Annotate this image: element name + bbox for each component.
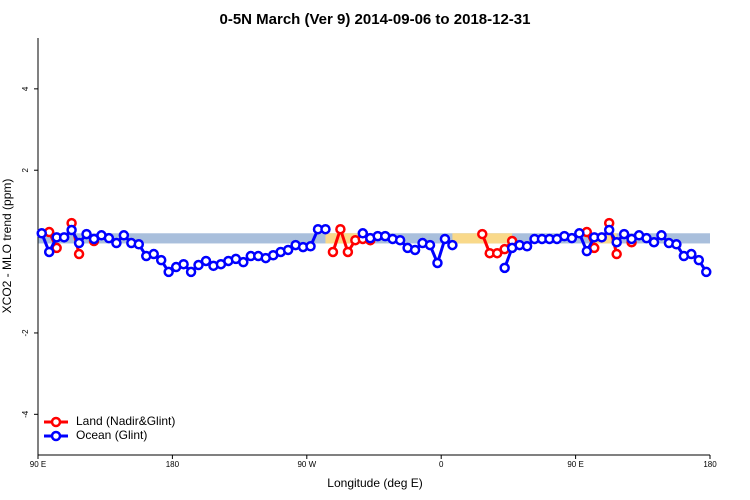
data-point xyxy=(185,266,197,278)
data-point xyxy=(671,239,682,250)
legend-text: Ocean (Glint) xyxy=(76,428,147,442)
data-point xyxy=(357,228,369,239)
data-point xyxy=(335,223,346,235)
data-point xyxy=(238,256,249,268)
data-point xyxy=(686,248,697,260)
data-point xyxy=(81,228,92,240)
data-point xyxy=(432,257,443,269)
data-point xyxy=(439,233,451,245)
data-point xyxy=(656,230,667,241)
chart-title: 0-5N March (Ver 9) 2014-09-06 to 2018-12… xyxy=(219,11,530,28)
data-point xyxy=(36,228,47,239)
data-point xyxy=(566,232,578,244)
legend-marker xyxy=(50,430,62,442)
data-point xyxy=(193,259,204,271)
data-point xyxy=(701,266,712,278)
data-point xyxy=(641,232,652,244)
y-axis-title: XCO2 - MLO trend (ppm) xyxy=(0,179,14,314)
data-point xyxy=(618,228,630,240)
data-point xyxy=(648,236,660,248)
data-point xyxy=(603,224,615,236)
data-point xyxy=(200,255,212,267)
y-tick-label: -4 xyxy=(21,410,30,418)
data-point xyxy=(58,232,70,243)
data-point xyxy=(581,245,593,257)
data-point xyxy=(118,230,130,241)
data-point xyxy=(282,244,294,256)
data-point xyxy=(394,234,406,246)
data-point xyxy=(491,247,503,259)
y-tick-label: 4 xyxy=(21,86,30,91)
data-point xyxy=(574,228,585,239)
data-point xyxy=(499,262,510,274)
data-point xyxy=(693,254,705,266)
data-point xyxy=(103,232,115,244)
data-point xyxy=(111,237,122,249)
x-tick-label: 180 xyxy=(703,460,717,469)
data-point xyxy=(133,239,145,250)
x-tick-label: 90 E xyxy=(567,460,583,469)
x-tick-label: 180 xyxy=(166,460,180,469)
x-axis-title: Longitude (deg E) xyxy=(327,476,422,490)
data-point xyxy=(611,248,622,260)
data-point xyxy=(305,241,316,252)
x-tick-label: 90 E xyxy=(30,460,46,469)
x-tick-label: 90 W xyxy=(297,460,316,469)
data-point xyxy=(327,246,339,258)
data-point xyxy=(66,224,77,236)
data-point xyxy=(447,239,458,251)
legend-marker xyxy=(50,416,62,428)
data-point xyxy=(409,244,421,256)
data-point xyxy=(596,232,607,243)
data-point xyxy=(611,236,622,248)
legend-text: Land (Nadir&Glint) xyxy=(76,414,175,428)
data-point xyxy=(73,237,85,249)
data-point xyxy=(320,223,331,235)
y-tick-label: -2 xyxy=(21,329,30,337)
data-point xyxy=(178,258,189,270)
data-point xyxy=(342,246,354,258)
data-point xyxy=(73,248,85,260)
data-point xyxy=(521,241,533,252)
data-point xyxy=(155,254,167,266)
data-point xyxy=(163,266,174,278)
data-point xyxy=(43,246,55,258)
x-tick-label: 0 xyxy=(439,460,444,469)
y-tick-label: 2 xyxy=(21,167,30,172)
data-point xyxy=(148,248,159,260)
data-point xyxy=(424,239,436,251)
data-point xyxy=(477,228,488,240)
